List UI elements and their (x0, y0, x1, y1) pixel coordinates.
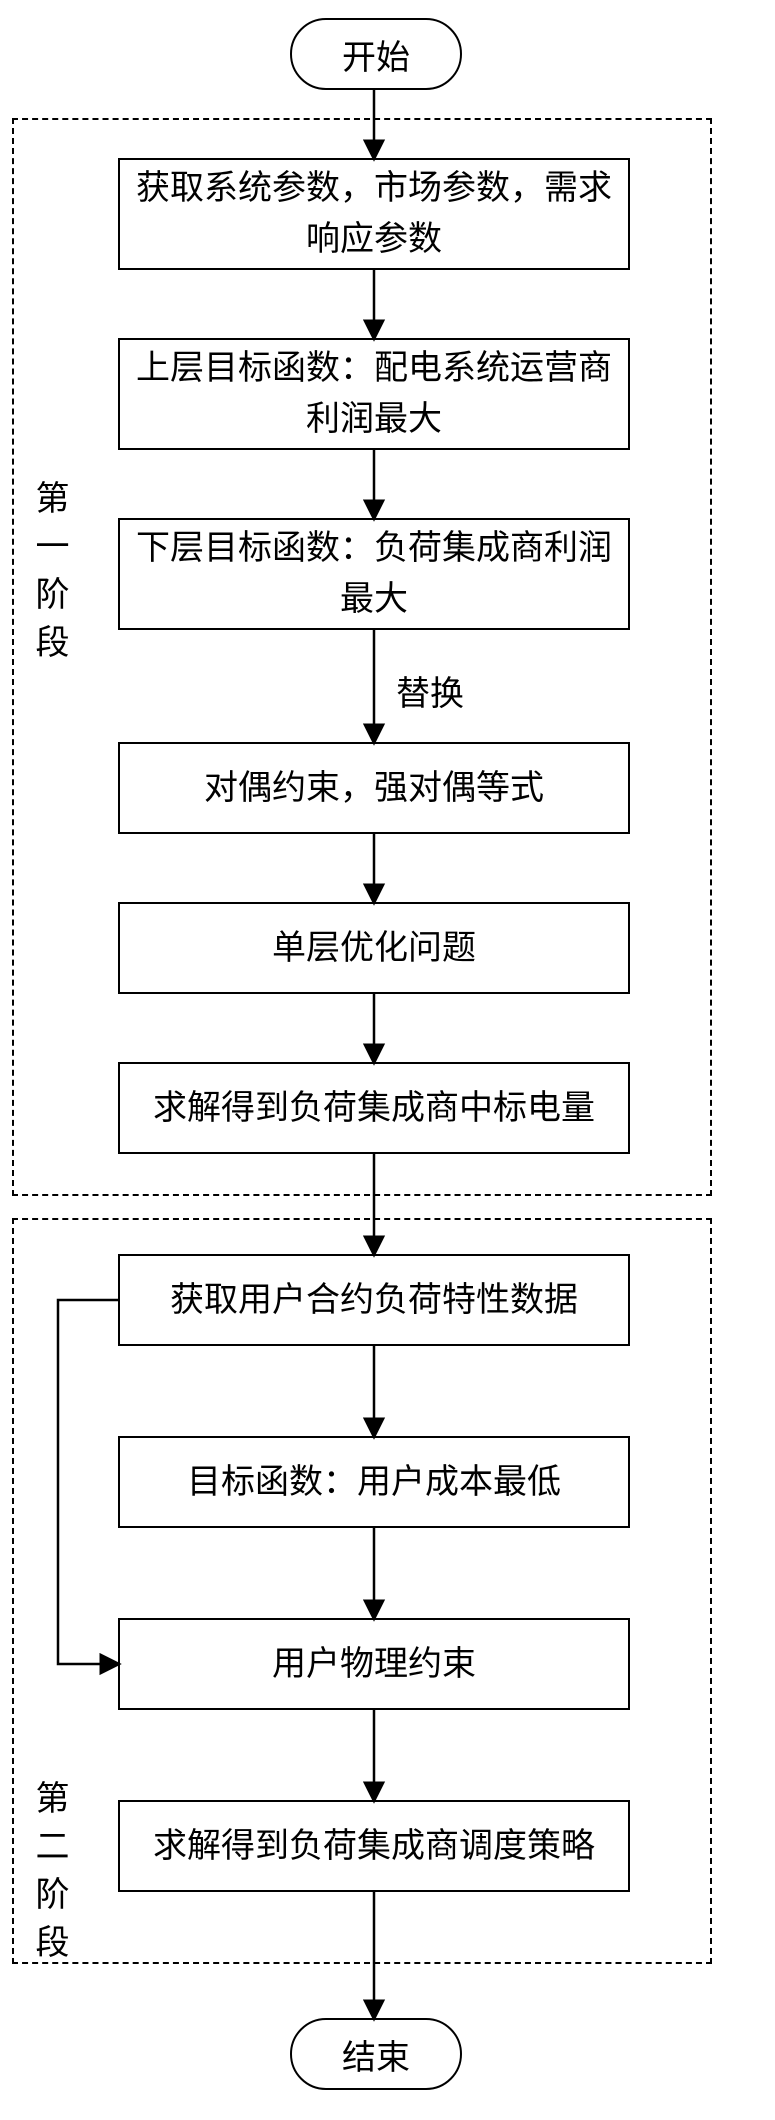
process-user-constraint: 用户物理约束 (118, 1618, 630, 1710)
process-single-layer: 单层优化问题 (118, 902, 630, 994)
stage-2-label: 第二阶段 (24, 1780, 73, 1972)
process-text: 用户物理约束 (272, 1639, 476, 1690)
process-solve-strategy: 求解得到负荷集成商调度策略 (118, 1800, 630, 1892)
process-text: 求解得到负荷集成商调度策略 (153, 1821, 595, 1872)
process-lower-objective: 下层目标函数：负荷集成商利润最大 (118, 518, 630, 630)
stage-1-frame (12, 118, 712, 1196)
process-solve-bid: 求解得到负荷集成商中标电量 (118, 1062, 630, 1154)
process-user-cost-objective: 目标函数：用户成本最低 (118, 1436, 630, 1528)
stage-1-label: 第一阶段 (24, 480, 73, 672)
process-upper-objective: 上层目标函数：配电系统运营商利润最大 (118, 338, 630, 450)
terminator-end: 结束 (290, 2018, 462, 2090)
process-acquire-params: 获取系统参数，市场参数，需求响应参数 (118, 158, 630, 270)
process-text: 单层优化问题 (272, 923, 476, 974)
process-text: 获取用户合约负荷特性数据 (170, 1275, 578, 1326)
process-acquire-contract: 获取用户合约负荷特性数据 (118, 1254, 630, 1346)
terminator-end-text: 结束 (342, 2030, 410, 2079)
flowchart-canvas: 第一阶段 第二阶段 开始 结束 获取系统参数，市场参数，需求响应参数 上层目标函… (0, 0, 775, 2120)
process-text: 下层目标函数：负荷集成商利润最大 (132, 523, 616, 625)
process-text: 目标函数：用户成本最低 (187, 1457, 561, 1508)
process-duality: 对偶约束，强对偶等式 (118, 742, 630, 834)
process-text: 求解得到负荷集成商中标电量 (153, 1083, 595, 1134)
edge-label-replace: 替换 (396, 666, 464, 715)
terminator-start: 开始 (290, 18, 462, 90)
process-text: 获取系统参数，市场参数，需求响应参数 (132, 163, 616, 265)
terminator-start-text: 开始 (342, 30, 410, 79)
process-text: 对偶约束，强对偶等式 (204, 763, 544, 814)
process-text: 上层目标函数：配电系统运营商利润最大 (132, 343, 616, 445)
